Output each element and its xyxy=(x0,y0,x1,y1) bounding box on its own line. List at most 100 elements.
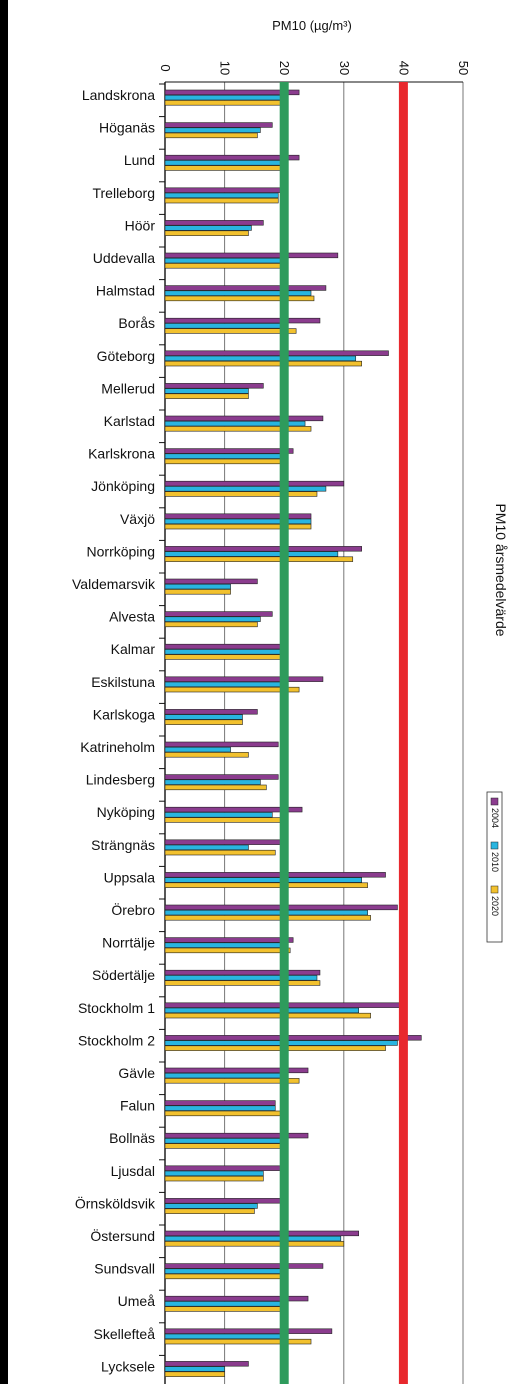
legend-swatch-2010 xyxy=(490,841,499,850)
bar-2004-norrköping xyxy=(164,546,362,552)
category-label: Karlskrona xyxy=(88,446,155,462)
category-label: Umeå xyxy=(118,1293,156,1309)
category-label: Mellerud xyxy=(101,380,155,396)
bar-2004-örnsköldsvik xyxy=(164,1198,285,1204)
category-label: Stockholm 2 xyxy=(78,1032,155,1048)
bar-2020-skellefteå xyxy=(164,1338,312,1345)
bar-2010-örnsköldsvik xyxy=(164,1203,258,1209)
bar-2010-mellerud xyxy=(164,388,249,394)
bar-2004-norrtälje xyxy=(164,937,294,943)
bar-2004-uppsala xyxy=(164,872,386,878)
bar-2004-gävle xyxy=(164,1067,309,1074)
bar-2004-trelleborg xyxy=(164,187,285,193)
bar-2010-örebro xyxy=(164,909,368,916)
bar-2010-bollnäs xyxy=(164,1138,285,1144)
category-label: Skellefteå xyxy=(94,1326,156,1342)
bar-2010-södertälje xyxy=(164,975,318,981)
x-tick-label: 30 xyxy=(337,61,352,75)
bar-2010-skellefteå xyxy=(164,1333,285,1340)
x-tick-label: 20 xyxy=(277,61,292,75)
bar-2020-örnsköldsvik xyxy=(164,1208,255,1214)
bar-2010-lindesberg xyxy=(164,779,261,785)
bar-2010-uddevalla xyxy=(164,257,285,264)
category-label: Lycksele xyxy=(101,1358,155,1374)
bar-2020-lund xyxy=(164,165,285,171)
gridlines xyxy=(159,81,464,1384)
bar-2004-växjö xyxy=(164,513,312,519)
bar-2020-södertälje xyxy=(164,980,321,986)
x-tick-labels: 0 10 20 30 40 50 xyxy=(158,61,471,75)
bar-2020-växjö xyxy=(164,523,312,530)
bar-2010-uppsala xyxy=(164,877,362,883)
bar-2020-halmstad xyxy=(164,295,315,302)
category-label: Halmstad xyxy=(96,283,155,299)
bar-2010-eskilstuna xyxy=(164,681,285,688)
bar-2004-falun xyxy=(164,1100,276,1106)
category-label: Uppsala xyxy=(104,869,156,885)
bar-2010-gävle xyxy=(164,1072,285,1079)
category-label: Gävle xyxy=(118,1065,155,1081)
legend: 2004 2010 2020 xyxy=(486,791,503,943)
bar-2004-höör xyxy=(164,220,264,226)
bar-2004-jönköping xyxy=(164,480,345,487)
bar-2020-höör xyxy=(164,230,249,236)
bar-2020-norrtälje xyxy=(164,947,291,954)
x-tick-label: 10 xyxy=(218,61,233,75)
x-tick-label: 40 xyxy=(396,61,411,75)
bar-2004-lycksele xyxy=(164,1361,249,1367)
bar-2020-karlskoga xyxy=(164,719,243,725)
category-label: Sundsvall xyxy=(94,1261,155,1277)
reference-lines xyxy=(279,82,408,1384)
bar-2004-alvesta xyxy=(164,611,273,617)
category-label: Östersund xyxy=(90,1227,155,1244)
bar-2010-göteborg xyxy=(164,355,357,362)
bar-2020-uddevalla xyxy=(164,263,285,269)
bar-2010-alvesta xyxy=(164,616,261,622)
category-label: Strängnäs xyxy=(91,837,155,853)
bar-2004-lund xyxy=(164,154,300,161)
category-label: Höör xyxy=(125,217,156,233)
category-label: Nyköping xyxy=(97,804,155,820)
chart-title: PM10 årsmedelvärde xyxy=(493,503,509,636)
category-label: Bollnäs xyxy=(109,1130,155,1146)
category-label: Eskilstuna xyxy=(91,674,155,690)
bar-2020-stockholm-2 xyxy=(164,1045,386,1051)
category-label: Kalmar xyxy=(111,641,156,657)
bar-2010-umeå xyxy=(164,1301,285,1307)
bar-2010-norrtälje xyxy=(164,942,285,948)
bar-2010-lund xyxy=(164,160,285,166)
bar-2010-trelleborg xyxy=(164,192,279,199)
bar-2020-sundsvall xyxy=(164,1273,285,1280)
pm10-bar-chart: Landskrona Höganäs Lund Trelleborg Höör Uddev… xyxy=(72,18,509,1384)
bar-2010-valdemarsvik xyxy=(164,583,231,590)
bar-2004-stockholm-2 xyxy=(164,1035,422,1041)
bar-2020-stockholm-1 xyxy=(164,1012,371,1019)
bar-2010-sundsvall xyxy=(164,1268,285,1274)
bar-2020-norrköping xyxy=(164,556,354,562)
bar-2020-karlstad xyxy=(164,426,312,432)
bar-2004-umeå xyxy=(164,1295,309,1302)
bar-2020-uppsala xyxy=(164,882,368,888)
bar-2020-bollnäs xyxy=(164,1143,285,1149)
bar-2010-stockholm-1 xyxy=(164,1007,359,1014)
bar-2010-lycksele xyxy=(164,1366,225,1372)
bar-2020-göteborg xyxy=(164,360,362,367)
bar-2020-karlskrona xyxy=(164,458,288,465)
bar-2020-nyköping xyxy=(164,817,288,823)
bar-2004-landskrona xyxy=(164,89,300,96)
legend-swatch-2020 xyxy=(490,885,499,894)
bar-2010-ljusdal xyxy=(164,1170,264,1177)
chart-page: Landskrona Höganäs Lund Trelleborg Höör Uddev… xyxy=(8,0,515,1384)
bar-2010-falun xyxy=(164,1105,276,1111)
bar-2020-jönköping xyxy=(164,491,318,497)
bar-2020-ljusdal xyxy=(164,1175,264,1182)
bar-2010-strängnäs xyxy=(164,844,249,851)
bar-2004-strängnäs xyxy=(164,839,285,845)
bar-2010-karlskrona xyxy=(164,453,285,459)
bar-2020-strängnäs xyxy=(164,849,276,856)
bar-2004-skellefteå xyxy=(164,1328,333,1334)
bar-2010-höör xyxy=(164,225,252,231)
category-label: Uddevalla xyxy=(93,250,155,266)
bar-2020-landskrona xyxy=(164,100,285,106)
